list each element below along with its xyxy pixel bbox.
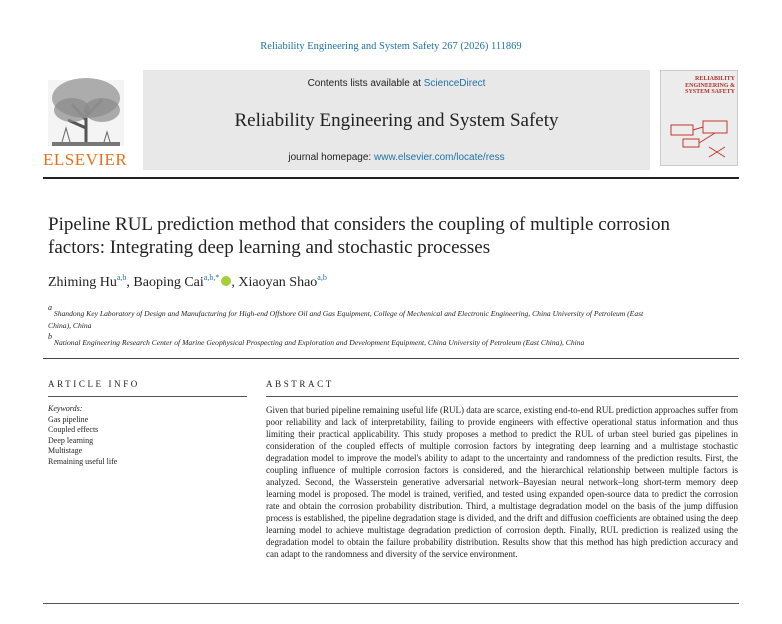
orcid-icon[interactable] — [221, 276, 232, 286]
abstract-text: Given that buried pipeline remaining use… — [266, 405, 738, 559]
cover-art — [670, 120, 728, 158]
author-affiliation[interactable]: a,b,* — [203, 273, 220, 282]
contents-prefix: Contents lists available at — [307, 78, 424, 89]
affiliation: a Shandong Key Laboratory of Design and … — [48, 302, 648, 331]
keywords: Keywords: Gas pipeline Coupled effects D… — [48, 404, 117, 467]
contents-line: Contents lists available at ScienceDirec… — [143, 78, 650, 89]
homepage-line: journal homepage: www.elsevier.com/locat… — [143, 152, 650, 163]
section-rule — [43, 358, 739, 359]
affiliation-text: National Engineering Research Center of … — [53, 338, 585, 347]
keyword: Deep learning — [48, 435, 94, 445]
keywords-label: Keywords: — [48, 404, 83, 413]
author-name: Baoping Cai — [133, 275, 204, 290]
affiliation-text: Shandong Key Laboratory of Design and Ma… — [48, 309, 644, 330]
keyword: Coupled effects — [48, 425, 99, 434]
section-rule — [266, 396, 738, 397]
cover-title: RELIABILITY ENGINEERING & SYSTEM SAFETY — [685, 76, 735, 95]
header-rule — [43, 177, 739, 179]
journal-reference[interactable]: Reliability Engineering and System Safet… — [260, 41, 522, 52]
homepage-link[interactable]: www.elsevier.com/locate/ress — [374, 152, 505, 163]
affiliations: a Shandong Key Laboratory of Design and … — [48, 302, 648, 349]
homepage-prefix: journal homepage: — [288, 152, 374, 163]
author-name: Xiaoyan Shao — [238, 275, 318, 290]
keyword: Remaining useful life — [48, 456, 118, 466]
author-list: Zhiming Hua,b, Baoping Caia,b,*, Xiaoyan… — [48, 273, 327, 290]
author-affiliation[interactable]: a,b — [116, 273, 127, 282]
journal-cover[interactable]: RELIABILITY ENGINEERING & SYSTEM SAFETY — [660, 70, 738, 166]
section-rule — [48, 396, 247, 397]
keyword: Multistage — [48, 446, 83, 455]
journal-header: Contents lists available at ScienceDirec… — [143, 70, 650, 170]
article-title: Pipeline RUL prediction method that cons… — [48, 214, 670, 258]
keyword: Gas pipeline — [48, 414, 89, 424]
article-info-heading: ARTICLE INFO — [48, 379, 140, 389]
affiliation-marker: b — [48, 332, 52, 341]
publisher-logo — [48, 78, 124, 146]
affiliation: b National Engineering Research Center o… — [48, 331, 648, 349]
publisher-name: ELSEVIER — [43, 150, 128, 169]
sciencedirect-link[interactable]: ScienceDirect — [423, 78, 486, 89]
abstract-heading: ABSTRACT — [266, 379, 334, 389]
author-name: Zhiming Hu — [48, 275, 117, 290]
author-affiliation[interactable]: a,b — [317, 273, 327, 282]
journal-title: Reliability Engineering and System Safet… — [234, 110, 559, 131]
affiliation-marker: a — [48, 303, 52, 312]
footer-rule — [43, 603, 739, 604]
